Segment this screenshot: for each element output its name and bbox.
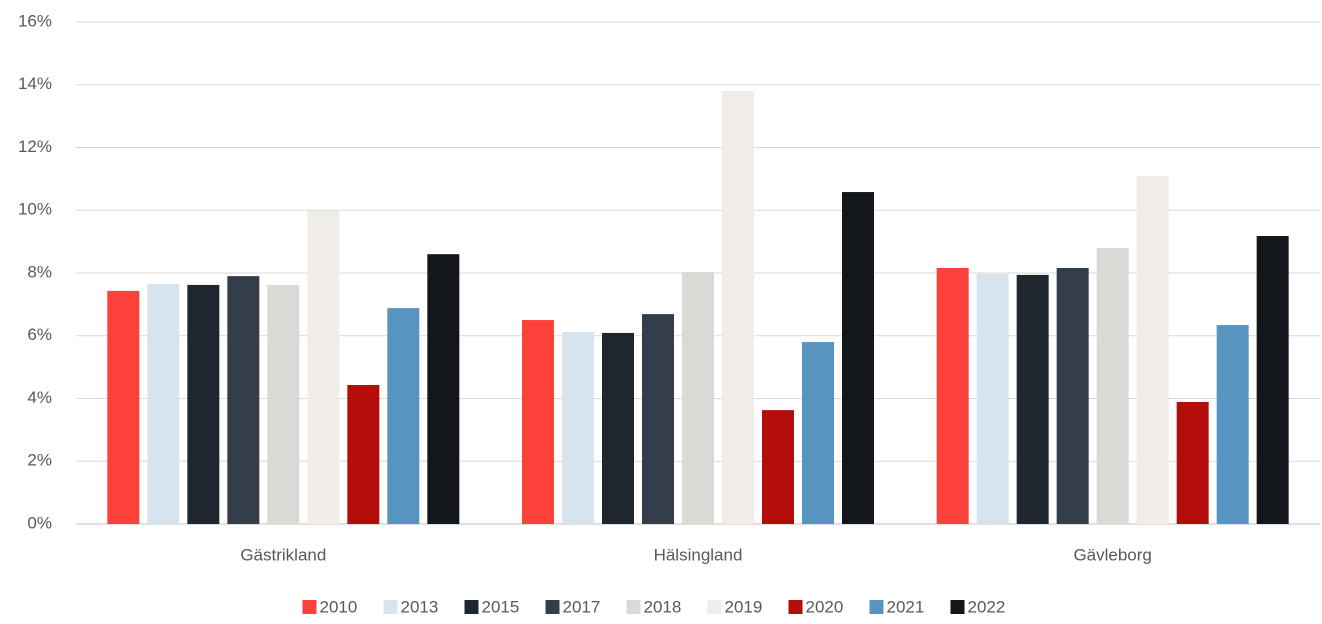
bar	[267, 284, 300, 524]
x-tick-label: Hälsingland	[654, 545, 743, 564]
y-tick-label: 10%	[18, 200, 52, 219]
legend-swatch	[545, 600, 560, 614]
y-tick-label: 14%	[18, 74, 52, 93]
legend-label: 2020	[806, 597, 844, 616]
y-tick-label: 4%	[27, 388, 52, 407]
bar	[802, 342, 834, 524]
legend-swatch	[626, 600, 641, 614]
bar	[1096, 247, 1129, 524]
legend-swatch	[302, 600, 317, 614]
bar	[147, 283, 180, 524]
bar	[427, 254, 460, 525]
bar	[562, 331, 594, 524]
bar	[1136, 176, 1169, 524]
legend-swatch	[464, 600, 479, 614]
legend-label: 2019	[725, 597, 763, 616]
bar	[642, 314, 674, 524]
legend-label: 2017	[563, 597, 601, 616]
bar	[936, 267, 969, 524]
legend-label: 2018	[644, 597, 682, 616]
legend-swatch	[869, 600, 884, 614]
legend-label: 2021	[887, 597, 925, 616]
legend-label: 2015	[482, 597, 520, 616]
bar	[976, 273, 1009, 524]
bar	[107, 290, 140, 524]
bar	[842, 192, 874, 525]
bar	[682, 272, 714, 524]
bar	[1216, 325, 1249, 524]
bar	[187, 284, 220, 524]
bar	[722, 91, 754, 525]
x-tick-label: Gävleborg	[1073, 545, 1151, 564]
bar	[1176, 401, 1209, 524]
bar	[307, 210, 340, 524]
x-tick-label: Gästrikland	[240, 545, 326, 564]
legend-swatch	[950, 600, 965, 614]
bar	[602, 332, 634, 524]
legend-swatch	[788, 600, 803, 614]
legend-label: 2022	[968, 597, 1006, 616]
bar	[1256, 235, 1289, 525]
legend-swatch	[707, 600, 722, 614]
legend-label: 2010	[320, 597, 358, 616]
bar	[227, 276, 260, 524]
bar	[1056, 267, 1089, 524]
bar	[387, 308, 420, 524]
y-tick-label: 2%	[27, 451, 52, 470]
y-tick-label: 6%	[27, 325, 52, 344]
legend-label: 2013	[401, 597, 439, 616]
bar	[522, 320, 554, 524]
y-tick-label: 8%	[27, 262, 52, 281]
y-tick-label: 16%	[18, 11, 52, 30]
y-tick-label: 12%	[18, 137, 52, 156]
bar	[762, 410, 794, 524]
bar	[347, 385, 380, 524]
bar	[1016, 274, 1049, 524]
y-tick-label: 0%	[27, 513, 52, 532]
legend-swatch	[383, 600, 398, 614]
